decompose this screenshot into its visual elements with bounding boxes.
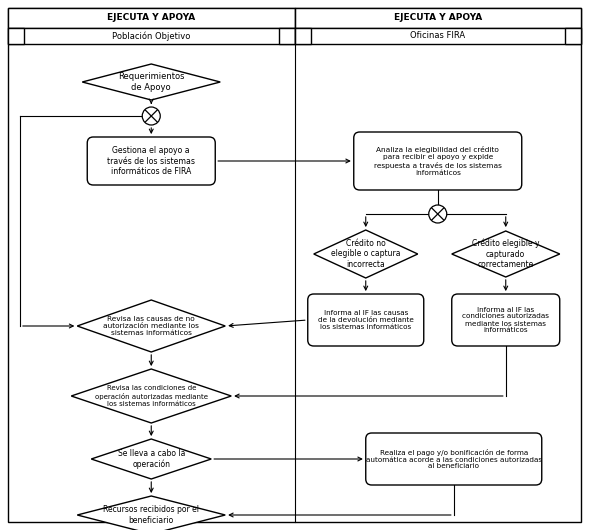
Circle shape: [429, 205, 446, 223]
FancyBboxPatch shape: [354, 132, 522, 190]
Text: Realiza el pago y/o bonificación de forma
automática acorde a las condiciones au: Realiza el pago y/o bonificación de form…: [366, 448, 542, 470]
Circle shape: [143, 107, 160, 125]
Bar: [294, 8, 581, 28]
Bar: [294, 28, 310, 44]
Text: Revisa las causas de no
autorización mediante los
sistemas informáticos: Revisa las causas de no autorización med…: [103, 316, 199, 336]
Polygon shape: [77, 496, 225, 530]
Text: Crédito elegible y
capturado
correctamente: Crédito elegible y capturado correctamen…: [472, 239, 540, 269]
Bar: [8, 8, 294, 28]
Text: Informa al IF las
condiciones autorizadas
mediante los sistemas
informáticos: Informa al IF las condiciones autorizada…: [462, 306, 550, 333]
Text: EJECUTA Y APOYA: EJECUTA Y APOYA: [107, 13, 196, 22]
Bar: [279, 28, 294, 44]
FancyBboxPatch shape: [87, 137, 215, 185]
Polygon shape: [452, 231, 560, 277]
Text: Gestiona el apoyo a
través de los sistemas
informáticos de FIRA: Gestiona el apoyo a través de los sistem…: [107, 146, 195, 176]
Text: Se lleva a cabo la
operación: Se lleva a cabo la operación: [118, 449, 185, 469]
Text: Oficinas FIRA: Oficinas FIRA: [410, 31, 465, 40]
Text: Analiza la elegibilidad del crédito
para recibir el apoyo y expide
respuesta a t: Analiza la elegibilidad del crédito para…: [374, 146, 502, 175]
Text: Recursos recibidos por el
beneficiario: Recursos recibidos por el beneficiario: [103, 505, 199, 525]
Polygon shape: [82, 64, 220, 100]
Text: Requerimientos
de Apoyo: Requerimientos de Apoyo: [118, 72, 184, 92]
Polygon shape: [71, 369, 231, 423]
Bar: [294, 28, 581, 44]
Polygon shape: [91, 439, 211, 479]
Text: Revisa las condiciones de
operación autorizadas mediante
los sistemas informátic: Revisa las condiciones de operación auto…: [95, 385, 208, 407]
Bar: [8, 28, 294, 44]
Polygon shape: [314, 230, 418, 278]
Text: Población Objetivo: Población Objetivo: [112, 31, 190, 41]
FancyBboxPatch shape: [366, 433, 542, 485]
Text: Crédito no
elegible o captura
incorrecta: Crédito no elegible o captura incorrecta: [331, 239, 401, 269]
FancyBboxPatch shape: [452, 294, 560, 346]
Polygon shape: [77, 300, 225, 352]
Bar: [8, 28, 24, 44]
Bar: [565, 28, 581, 44]
Text: EJECUTA Y APOYA: EJECUTA Y APOYA: [393, 13, 482, 22]
FancyBboxPatch shape: [307, 294, 423, 346]
Text: Informa al IF las causas
de la devolución mediante
los sistemas informáticos: Informa al IF las causas de la devolució…: [318, 310, 413, 330]
